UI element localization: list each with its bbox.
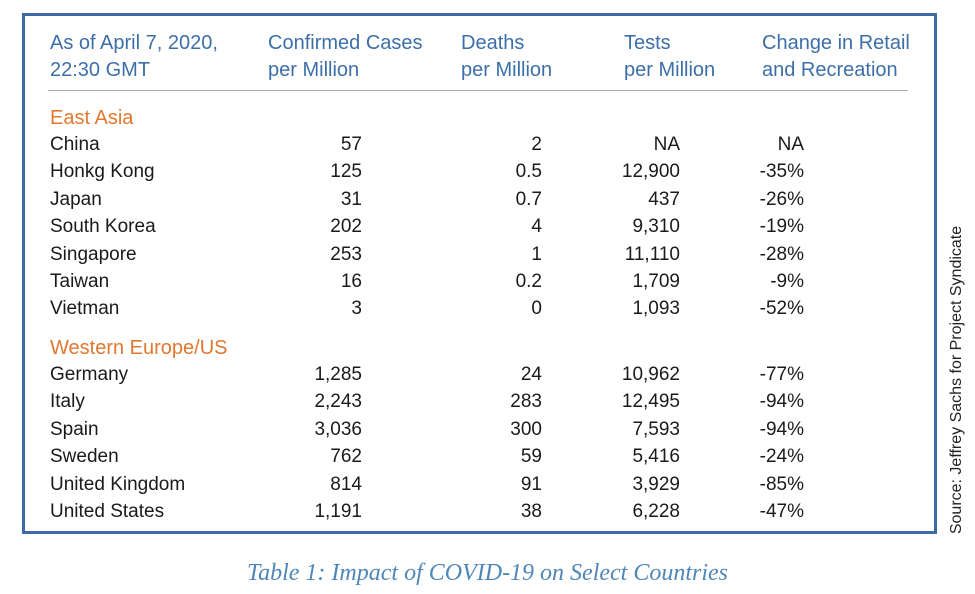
- country-cell: Vietman: [50, 298, 120, 320]
- table-row: Japan 31 0.7 437 -26%: [50, 187, 910, 213]
- table-row: Honkg Kong 125 0.5 12,900 -35%: [50, 159, 910, 185]
- table-row: United States 1,191 38 6,228 -47%: [50, 499, 910, 525]
- deaths-cell: 300: [510, 418, 542, 440]
- table-row: Singapore 253 1 11,110 -28%: [50, 242, 910, 268]
- tests-cell: NA: [653, 134, 680, 155]
- tests-cell: 9,310: [632, 216, 680, 238]
- tests-cell: 3,929: [632, 473, 680, 495]
- retail-cell: -77%: [759, 364, 804, 385]
- table-row: Germany 1,285 24 10,962 -77%: [50, 362, 910, 388]
- tests-cell: 5,416: [632, 446, 680, 468]
- tests-cell: 1,709: [632, 271, 680, 292]
- table-row: Italy 2,243 283 12,495 -94%: [50, 389, 910, 415]
- cases-cell: 31: [340, 188, 362, 210]
- deaths-cell: 0.2: [515, 271, 542, 292]
- deaths-cell: 0.5: [515, 161, 542, 183]
- country-cell: Taiwan: [50, 271, 110, 292]
- cases-cell: 1,191: [314, 501, 362, 522]
- deaths-cell: 0.7: [515, 188, 542, 210]
- country-cell: South Korea: [50, 216, 156, 238]
- tests-cell: 12,900: [621, 161, 680, 183]
- tests-cell: 7,593: [632, 418, 680, 440]
- deaths-cell: 24: [520, 364, 542, 385]
- table-caption: Table 1: Impact of COVID-19 on Select Co…: [246, 560, 729, 586]
- country-cell: Japan: [50, 188, 102, 210]
- cases-cell: 3: [351, 298, 362, 320]
- cases-cell: 1,285: [314, 364, 362, 385]
- section-title: East Asia: [50, 107, 134, 129]
- tests-cell: 1,093: [632, 298, 680, 320]
- country-cell: Singapore: [50, 243, 137, 265]
- table-row: Taiwan 16 0.2 1,709 -9%: [50, 269, 910, 295]
- country-cell: Germany: [50, 364, 129, 385]
- tests-cell: 437: [648, 188, 680, 210]
- retail-cell: -94%: [759, 391, 804, 413]
- cases-cell: 3,036: [314, 418, 362, 440]
- cases-cell: 253: [330, 243, 362, 265]
- retail-cell: NA: [777, 134, 804, 155]
- cases-cell: 762: [330, 446, 362, 468]
- country-cell: United States: [50, 501, 165, 522]
- country-cell: Sweden: [50, 446, 119, 468]
- retail-cell: -52%: [759, 298, 804, 320]
- table-row: Vietman 3 0 1,093 -52%: [50, 296, 910, 322]
- country-cell: Honkg Kong: [50, 161, 155, 183]
- cases-cell: 814: [330, 473, 362, 495]
- cases-cell: 202: [330, 216, 362, 238]
- deaths-cell: 59: [520, 446, 542, 468]
- country-cell: Spain: [50, 418, 99, 440]
- retail-cell: -47%: [759, 501, 804, 522]
- table-frame: [22, 13, 937, 534]
- deaths-cell: 4: [531, 216, 542, 238]
- retail-cell: -24%: [759, 446, 804, 468]
- tests-cell: 6,228: [632, 501, 680, 522]
- retail-cell: -94%: [759, 418, 804, 440]
- cases-cell: 16: [340, 271, 362, 292]
- retail-cell: -35%: [759, 161, 804, 183]
- table-row: China 57 2 NA NA: [50, 132, 910, 158]
- table-row: Sweden 762 59 5,416 -24%: [50, 444, 910, 470]
- source-credit: Source: Jeffrey Sachs for Project Syndic…: [948, 225, 965, 535]
- tests-cell: 12,495: [621, 391, 680, 413]
- header-confirmed-cases: Confirmed Cases per Million: [268, 32, 423, 81]
- country-cell: China: [50, 134, 100, 155]
- header-as-of: As of April 7, 2020, 22:30 GMT: [50, 32, 218, 81]
- deaths-cell: 2: [531, 134, 542, 155]
- cases-cell: 57: [340, 134, 362, 155]
- cases-cell: 2,243: [314, 391, 362, 413]
- cases-cell: 125: [330, 161, 362, 183]
- section-title: Western Europe/US: [50, 337, 228, 359]
- table-row: Spain 3,036 300 7,593 -94%: [50, 417, 910, 443]
- retail-cell: -9%: [770, 271, 804, 292]
- header-retail-change: Change in Retail and Recreation: [762, 32, 910, 81]
- retail-cell: -26%: [759, 188, 804, 210]
- table-row: South Korea 202 4 9,310 -19%: [50, 214, 910, 240]
- header-tests: Tests per Million: [624, 32, 716, 81]
- table-row: United Kingdom 814 91 3,929 -85%: [50, 472, 910, 498]
- retail-cell: -19%: [759, 216, 804, 238]
- retail-cell: -28%: [759, 243, 804, 265]
- retail-cell: -85%: [759, 473, 804, 495]
- header-divider: [48, 90, 908, 91]
- tests-cell: 11,110: [624, 243, 680, 265]
- deaths-cell: 0: [531, 298, 542, 320]
- deaths-cell: 91: [520, 473, 542, 495]
- country-cell: United Kingdom: [50, 473, 186, 495]
- country-cell: Italy: [50, 391, 85, 413]
- deaths-cell: 283: [510, 391, 542, 413]
- header-deaths: Deaths per Million: [461, 32, 553, 81]
- deaths-cell: 1: [531, 243, 542, 265]
- tests-cell: 10,962: [621, 364, 680, 385]
- deaths-cell: 38: [520, 501, 542, 522]
